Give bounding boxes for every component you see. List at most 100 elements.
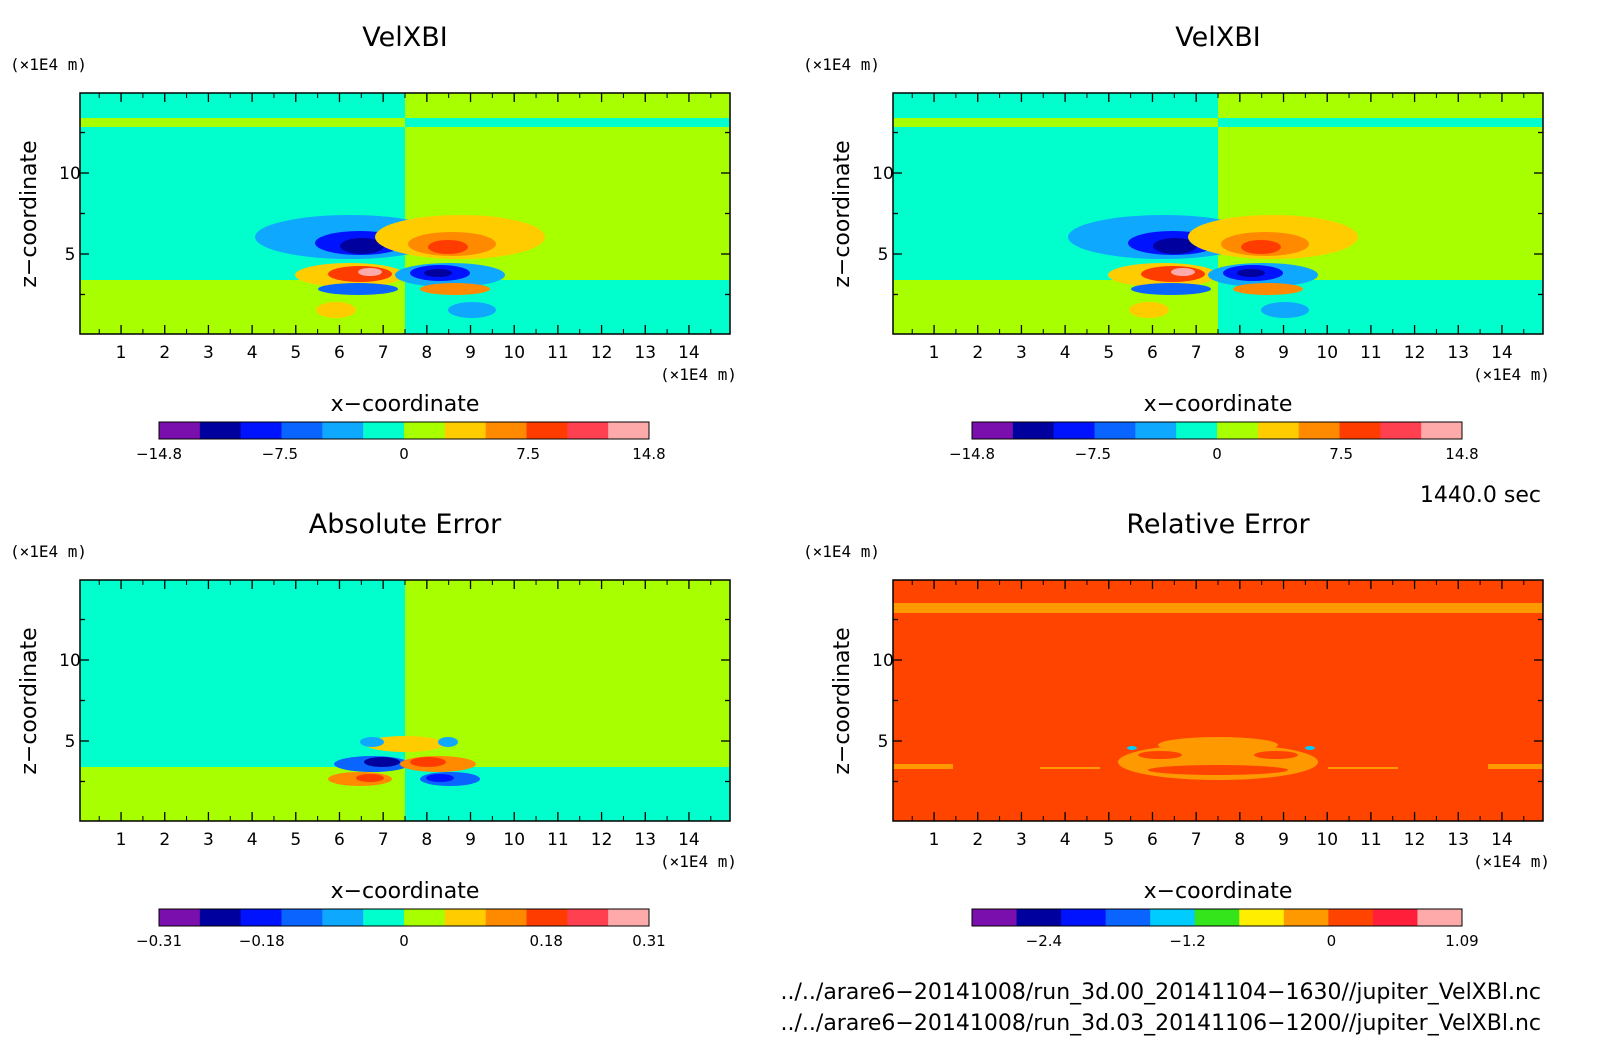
x-tick-label: 2 [972, 830, 983, 850]
colorbar-segment [972, 422, 1014, 439]
colorbar-segment [1257, 422, 1300, 439]
colorbar-frame [971, 908, 1463, 927]
heatmap-field [80, 580, 730, 821]
x-tick-label: 5 [290, 830, 301, 850]
layer-dash-right [1328, 767, 1398, 769]
central-upper-patch [1158, 737, 1278, 753]
colorbar-label: 0.31 [632, 932, 665, 950]
pos-lobe-core [428, 240, 468, 254]
colorbar-label: −0.31 [136, 932, 182, 950]
neg-lobe-core [1153, 238, 1197, 254]
colorbar-segment [1094, 422, 1136, 439]
top-band-right [405, 118, 730, 127]
low-pos-core [1171, 268, 1195, 276]
colorbar-label: −14.8 [949, 445, 995, 463]
colorbar-segment [363, 909, 405, 926]
x-tick-label: 10 [1316, 830, 1338, 850]
y-axis-label: z−coordinate [830, 627, 855, 774]
inner-gap-left [1138, 751, 1182, 759]
x-tick-label: 7 [378, 343, 389, 363]
x-tick-label: 10 [1316, 343, 1338, 363]
panel-relative-error: Relative Error (×1E4 m) 1 2 3 4 5 6 7 8 9 10 11 12 1… [803, 509, 1550, 950]
colorbar-segment [1328, 909, 1374, 926]
colorbar: −2.4 −1.2 0 1.09 [971, 908, 1479, 950]
x-tick-label: 1 [116, 830, 127, 850]
colorbar-frame [158, 421, 650, 440]
x-tick-label: 7 [1191, 830, 1202, 850]
x-unit-label: (×1E4 m) [1473, 365, 1550, 384]
colorbar-segment [1150, 909, 1196, 926]
colorbar-label: 0 [1212, 445, 1222, 463]
neg-spot-left [1127, 746, 1137, 750]
colorbar-segment [1421, 422, 1463, 439]
x-tick-label: 11 [1360, 343, 1382, 363]
colorbar-segment [1417, 909, 1463, 926]
x-tick-label: 1 [929, 343, 940, 363]
pos-lobe-core [1241, 240, 1281, 254]
heatmap-field [80, 93, 730, 334]
colorbar-segment [1380, 422, 1422, 439]
colorbar-segment [322, 909, 364, 926]
colorbar-segment [1298, 422, 1340, 439]
x-tick-label: 8 [1234, 830, 1245, 850]
file-path-1: ../../arare6−20141008/run_3d.00_20141104… [781, 980, 1541, 1005]
x-tick-label: 1 [929, 830, 940, 850]
x-axis-label: x−coordinate [331, 392, 480, 417]
y-axis-label: z−coordinate [17, 627, 42, 774]
colorbar-label: 0 [1327, 932, 1337, 950]
x-tick-label: 14 [678, 343, 700, 363]
y-tick-label: 5 [65, 732, 76, 752]
top-band-right [1218, 118, 1543, 127]
x-tick-label: 3 [203, 343, 214, 363]
x-tick-label: 10 [503, 343, 525, 363]
colorbar-segment [363, 422, 405, 439]
x-tick-label: 6 [1147, 830, 1158, 850]
y-unit-label: (×1E4 m) [803, 542, 880, 561]
x-tick-label: 2 [972, 343, 983, 363]
under-neg-band [318, 283, 398, 295]
layer-line-right [1488, 764, 1543, 769]
upper-neg-patch-right [438, 737, 458, 747]
colorbar-segment [1135, 422, 1177, 439]
colorbar-segment [444, 422, 487, 439]
x-tick-label: 12 [1404, 343, 1426, 363]
x-tick-label: 7 [378, 830, 389, 850]
layer-dash-left [1040, 767, 1100, 769]
x-tick-label: 4 [1060, 830, 1071, 850]
colorbar-segment [972, 909, 1018, 926]
colorbar-segment [526, 422, 568, 439]
x-tick-label: 2 [159, 830, 170, 850]
y-tick-label: 5 [878, 732, 889, 752]
under-neg-band [1131, 283, 1211, 295]
colorbar-segment [240, 909, 282, 926]
colorbar-segment [404, 422, 446, 439]
under-pos-band [420, 283, 490, 295]
mid-pos-core [410, 757, 446, 767]
y-tick-label: 10 [872, 651, 894, 671]
inner-gap-right [1254, 751, 1298, 759]
x-tick-label: 12 [591, 830, 613, 850]
field-background [893, 580, 1543, 821]
x-tick-label: 4 [247, 343, 258, 363]
colorbar: −14.8 −7.5 0 7.5 14.8 [949, 421, 1479, 463]
colorbar-segment [1105, 909, 1151, 926]
y-tick-label: 10 [59, 651, 81, 671]
panel-title: VelXBI [1175, 22, 1260, 53]
colorbar-label: 7.5 [516, 445, 540, 463]
y-tick-label: 5 [65, 245, 76, 265]
x-tick-label: 3 [1016, 343, 1027, 363]
x-axis-label: x−coordinate [331, 879, 480, 904]
colorbar-segment [1194, 909, 1240, 926]
file-path-2: ../../arare6−20141008/run_3d.03_20141106… [781, 1011, 1541, 1036]
colorbar: −0.31 −0.18 0 0.18 0.31 [136, 908, 666, 950]
low-neg-core [424, 269, 452, 277]
colorbar-segment [159, 422, 201, 439]
x-tick-label: 14 [1491, 830, 1513, 850]
x-tick-label: 7 [1191, 343, 1202, 363]
x-tick-label: 12 [1404, 830, 1426, 850]
x-tick-label: 9 [1278, 343, 1289, 363]
